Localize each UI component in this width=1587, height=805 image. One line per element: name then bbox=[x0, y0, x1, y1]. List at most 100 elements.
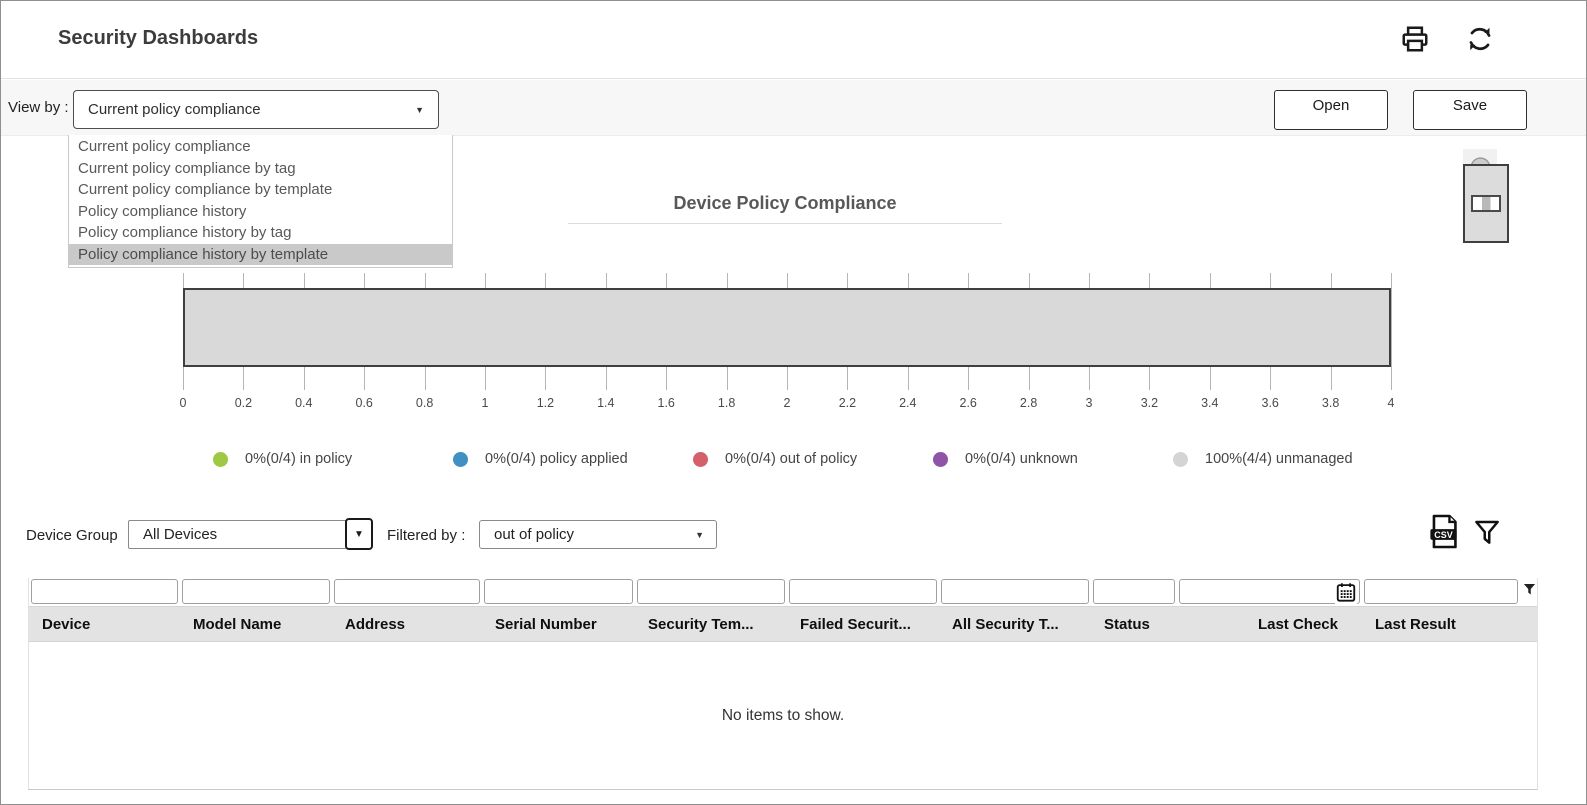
view-by-menu: Current policy compliance Current policy … bbox=[68, 135, 453, 268]
x-tick-label: 0.4 bbox=[295, 396, 313, 410]
column-header-device[interactable]: Device bbox=[42, 615, 91, 633]
x-tick-label: 0.2 bbox=[234, 396, 253, 410]
legend-label: 0%(0/4) out of policy bbox=[725, 451, 858, 467]
filtered-by-select[interactable]: out of policy ▼ bbox=[479, 520, 717, 549]
column-header-all-security-t[interactable]: All Security T... bbox=[952, 615, 1059, 633]
view-by-option[interactable]: Current policy compliance by tag bbox=[78, 159, 296, 177]
device-group-value: All Devices bbox=[143, 526, 218, 543]
column-filter-input-model-name[interactable] bbox=[182, 579, 330, 604]
filter-cell bbox=[1362, 578, 1520, 606]
legend-item: 0%(0/4) in policy bbox=[213, 451, 352, 467]
save-button[interactable]: Save bbox=[1413, 90, 1527, 130]
calendar-button[interactable] bbox=[1335, 580, 1357, 604]
column-header-last-result[interactable]: Last Result bbox=[1375, 615, 1456, 633]
calendar-icon bbox=[1336, 583, 1356, 602]
filter-cell bbox=[787, 578, 939, 606]
x-tick-label: 2.6 bbox=[959, 396, 977, 410]
filter-cell bbox=[635, 578, 787, 606]
x-tick-label: 1.6 bbox=[657, 396, 675, 410]
x-tick-label: 1.4 bbox=[597, 396, 615, 410]
legend-dot-icon bbox=[693, 451, 708, 467]
chevron-down-icon: ▼ bbox=[695, 529, 704, 540]
filter-cell bbox=[482, 578, 635, 606]
x-tick-label: 2.2 bbox=[838, 396, 857, 410]
column-header-address[interactable]: Address bbox=[345, 615, 406, 633]
filter-cell bbox=[332, 578, 482, 606]
chevron-down-icon: ▼ bbox=[415, 104, 424, 115]
table-header-row: Device Model Name Address Serial Number Secu… bbox=[29, 606, 1537, 642]
legend-dot-icon bbox=[213, 451, 228, 467]
x-tick-label: 0.6 bbox=[355, 396, 373, 410]
column-filter-input-security-tem[interactable] bbox=[637, 579, 785, 604]
legend-label: 0%(0/4) policy applied bbox=[485, 451, 628, 467]
chart-title: Device Policy Compliance bbox=[568, 193, 1002, 224]
column-header-failed-securit[interactable]: Failed Securit... bbox=[800, 615, 911, 633]
bar-chart-toggle[interactable] bbox=[1463, 164, 1509, 243]
x-tick-label: 2 bbox=[783, 396, 791, 410]
column-header-status[interactable]: Status bbox=[1104, 615, 1150, 633]
refresh-button[interactable] bbox=[1465, 24, 1495, 54]
x-tick-label: 1 bbox=[481, 396, 489, 410]
view-by-option[interactable]: Current policy compliance by template bbox=[78, 181, 333, 198]
column-filter-input-last-result[interactable] bbox=[1364, 579, 1518, 604]
column-filter-input-serial-number[interactable] bbox=[484, 579, 633, 604]
x-tick-label: 3.8 bbox=[1321, 396, 1340, 410]
table-body: No items to show. bbox=[29, 642, 1537, 789]
column-filter-input-address[interactable] bbox=[334, 579, 480, 604]
print-icon bbox=[1402, 26, 1428, 52]
filter-bar: Device Group All Devices ▼ Filtered by :… bbox=[1, 511, 1586, 557]
filtered-by-value: out of policy bbox=[494, 526, 575, 543]
column-filter-input-last-check[interactable] bbox=[1179, 579, 1360, 604]
filter-cell bbox=[29, 578, 180, 606]
x-tick-label: 3.4 bbox=[1201, 396, 1219, 410]
x-tick-label: 2.4 bbox=[899, 396, 917, 410]
legend-label: 0%(0/4) in policy bbox=[245, 451, 353, 467]
legend-item: 100%(4/4) unmanaged bbox=[1173, 451, 1353, 467]
view-by-selected-value: Current policy compliance bbox=[88, 101, 261, 118]
filter-funnel-icon bbox=[1475, 520, 1499, 544]
device-group-dropdown-button[interactable]: ▼ bbox=[345, 518, 373, 550]
export-csv-button[interactable]: CSV bbox=[1428, 513, 1459, 550]
view-by-option[interactable]: Policy compliance history by template bbox=[69, 243, 452, 265]
print-button[interactable] bbox=[1400, 24, 1430, 54]
column-filter-input-device[interactable] bbox=[31, 579, 178, 604]
devices-table: Device Model Name Address Serial Number Secu… bbox=[28, 578, 1538, 790]
csv-file-icon: CSV bbox=[1430, 514, 1457, 549]
view-by-option[interactable]: Current policy compliance bbox=[78, 138, 251, 155]
legend-label: 100%(4/4) unmanaged bbox=[1205, 451, 1353, 467]
compliance-bar bbox=[183, 288, 1391, 367]
filter-cell bbox=[1091, 578, 1177, 606]
column-header-model-name[interactable]: Model Name bbox=[193, 615, 282, 633]
filter-button[interactable] bbox=[1472, 516, 1502, 548]
view-by-option[interactable]: Policy compliance history by tag bbox=[78, 224, 292, 241]
column-filter-input-all-security-t[interactable] bbox=[941, 579, 1089, 604]
column-header-serial-number[interactable]: Serial Number bbox=[495, 615, 597, 633]
column-filter-input-status[interactable] bbox=[1093, 579, 1175, 604]
x-tick-label: 2.8 bbox=[1019, 396, 1038, 410]
open-button[interactable]: Open bbox=[1274, 90, 1388, 130]
x-tick-label: 1.2 bbox=[536, 396, 555, 410]
x-tick-label: 3.2 bbox=[1140, 396, 1159, 410]
table-filter-row bbox=[29, 578, 1537, 606]
x-axis: 0 0.2 0.4 0.6 0.8 1 1.2 1.4 1.6 1.8 2 2.2 2.4 2.6 2.8 3… bbox=[180, 396, 1395, 412]
column-header-last-check[interactable]: Last Check bbox=[1257, 615, 1338, 633]
legend-dot-icon bbox=[933, 451, 948, 467]
chevron-down-icon: ▼ bbox=[354, 528, 364, 540]
table-filter-toggle-button[interactable] bbox=[1520, 578, 1539, 606]
column-filter-funnel-icon bbox=[1523, 584, 1536, 595]
bar-segment-unmanaged bbox=[185, 290, 1389, 365]
svg-text:CSV: CSV bbox=[1434, 530, 1452, 540]
device-group-select[interactable]: All Devices bbox=[128, 520, 347, 549]
column-filter-input-failed-securit[interactable] bbox=[789, 579, 937, 604]
app-header: Security Dashboards bbox=[1, 1, 1586, 79]
view-by-select[interactable]: Current policy compliance ▼ bbox=[73, 90, 439, 129]
gridline bbox=[1391, 273, 1392, 390]
legend-dot-icon bbox=[453, 451, 468, 467]
column-header-security-tem[interactable]: Security Tem... bbox=[648, 615, 754, 633]
legend-dot-icon bbox=[1173, 451, 1188, 467]
view-by-option[interactable]: Policy compliance history bbox=[78, 202, 247, 220]
legend-item: 0%(0/4) unknown bbox=[933, 451, 1078, 467]
x-tick-label: 4 bbox=[1387, 396, 1395, 410]
view-by-label: View by : bbox=[8, 99, 69, 116]
